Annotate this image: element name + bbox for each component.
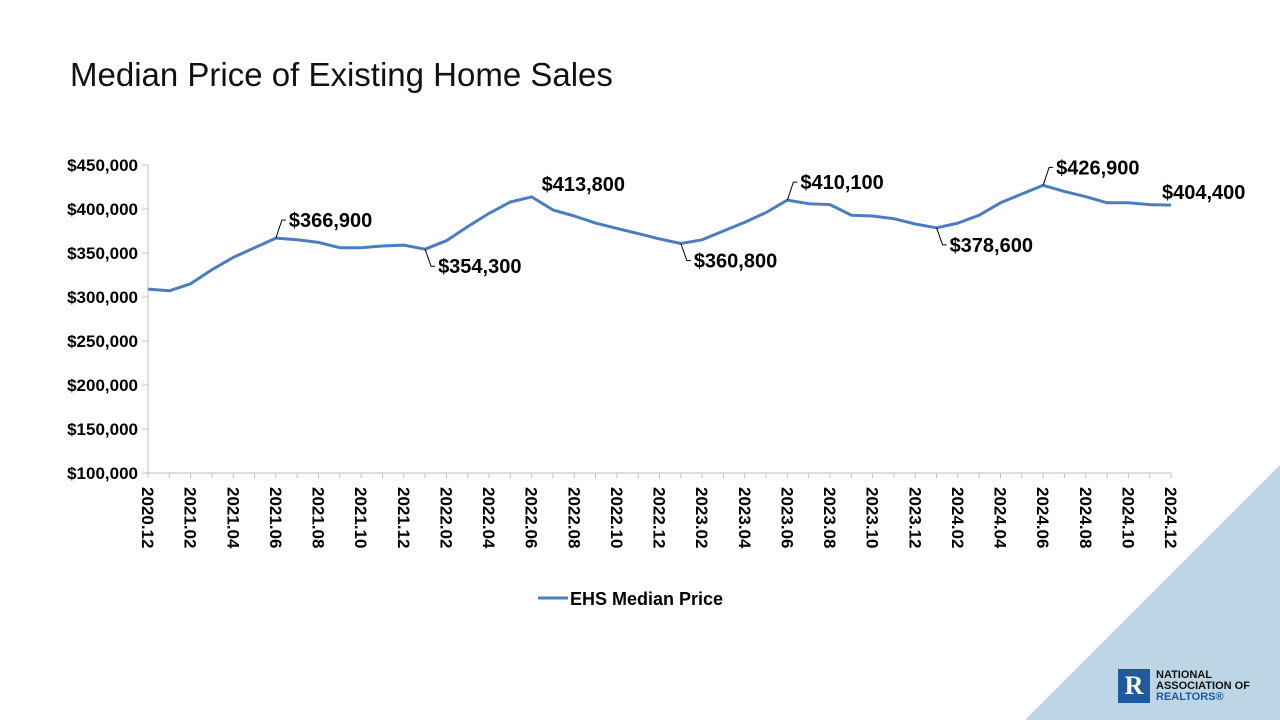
nar-logo: R NATIONAL ASSOCIATION OF REALTORS®: [1118, 669, 1250, 703]
y-tick-label: $100,000: [67, 464, 138, 483]
x-tick-label: 2022.06: [522, 487, 541, 548]
y-tick-label: $200,000: [67, 376, 138, 395]
legend-label: EHS Median Price: [570, 589, 723, 609]
x-tick-label: 2020.12: [138, 487, 157, 548]
data-label: $378,600: [950, 235, 1033, 257]
data-label: $404,400: [1162, 182, 1245, 204]
data-label: $360,800: [694, 250, 777, 272]
x-tick-label: 2024.10: [1118, 487, 1137, 548]
data-label: $413,800: [542, 174, 625, 196]
x-tick-label: 2021.02: [181, 487, 200, 548]
x-tick-label: 2021.06: [266, 487, 285, 548]
y-tick-label: $450,000: [67, 156, 138, 175]
logo-text: NATIONAL ASSOCIATION OF REALTORS®: [1156, 668, 1250, 703]
x-tick-label: 2023.04: [735, 487, 754, 549]
x-tick-label: 2022.04: [479, 487, 498, 549]
realtor-r-icon: R: [1118, 669, 1150, 703]
data-label-leader: [424, 249, 436, 267]
data-label-leader: [936, 227, 947, 246]
x-tick-label: 2021.08: [309, 487, 328, 548]
x-tick-label: 2021.10: [351, 487, 370, 548]
data-label-leader: [786, 181, 798, 201]
x-tick-label: 2021.12: [394, 487, 413, 548]
data-label: $410,100: [800, 172, 883, 194]
logo-line-3: REALTORS®: [1156, 690, 1224, 703]
y-tick-label: $250,000: [67, 332, 138, 351]
y-tick-label: $150,000: [67, 420, 138, 439]
x-tick-label: 2024.04: [991, 487, 1010, 549]
x-tick-label: 2024.08: [1076, 487, 1095, 548]
x-tick-label: 2024.06: [1033, 487, 1052, 548]
y-tick-label: $300,000: [67, 288, 138, 307]
x-tick-label: 2023.10: [863, 487, 882, 548]
x-tick-label: 2024.12: [1161, 487, 1180, 548]
chart-title: Median Price of Existing Home Sales: [70, 56, 613, 93]
data-label: $366,900: [289, 210, 372, 232]
data-label-leader: [680, 243, 691, 261]
x-tick-label: 2022.02: [436, 487, 455, 548]
x-tick-label: 2023.06: [777, 487, 796, 548]
corner-triangle: [1025, 465, 1280, 720]
x-tick-label: 2023.08: [820, 487, 839, 548]
x-tick-label: 2024.02: [948, 487, 967, 548]
y-tick-label: $350,000: [67, 244, 138, 263]
data-label: $354,300: [438, 256, 521, 278]
x-tick-label: 2022.10: [607, 487, 626, 548]
logo-line-1: NATIONAL: [1156, 668, 1213, 681]
y-tick-label: $400,000: [67, 200, 138, 219]
logo-line-2: ASSOCIATION OF: [1156, 679, 1250, 692]
x-tick-label: 2023.12: [905, 487, 924, 548]
data-label-leader: [1042, 166, 1054, 186]
data-label: $426,900: [1056, 157, 1139, 179]
x-tick-label: 2022.08: [564, 487, 583, 548]
x-tick-label: 2021.04: [223, 487, 242, 549]
x-tick-label: 2022.12: [650, 487, 669, 548]
x-tick-label: 2023.02: [692, 487, 711, 548]
data-label-leader: [275, 219, 286, 239]
